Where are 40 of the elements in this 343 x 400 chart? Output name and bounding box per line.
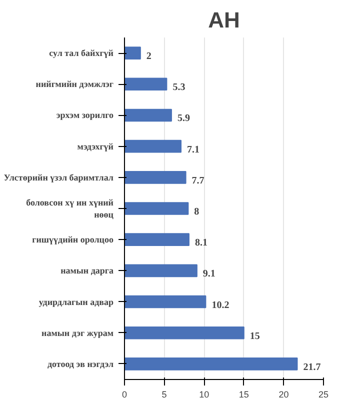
bar — [124, 326, 244, 340]
bar — [124, 46, 141, 60]
data-label: 2 — [146, 51, 152, 62]
chart-title: АН — [208, 8, 240, 32]
y-tick-label: мэдэхгүй — [77, 141, 114, 152]
y-tick-label: сул тал байхгүй — [49, 48, 114, 58]
data-label: 15 — [250, 330, 260, 342]
x-tick-label: 10 — [199, 390, 210, 400]
data-label: 7.1 — [187, 144, 200, 156]
bar — [124, 358, 298, 370]
y-tick-label: эрхэм зорилго — [56, 110, 114, 120]
y-tick-label: дотоод эв нэгдэл — [47, 358, 114, 369]
x-tick-label: 0 — [122, 390, 128, 400]
bar — [124, 264, 198, 278]
bar — [124, 140, 182, 153]
x-tick-label: 5 — [162, 390, 167, 400]
bar — [124, 233, 190, 246]
x-tick-label: 25 — [318, 390, 329, 400]
y-tick-label: Улстөрийн үзэл баримтлал — [4, 172, 114, 182]
data-label: 5.3 — [172, 82, 186, 94]
y-tick-label: боловсон хү ин хүний нөөц — [26, 198, 114, 220]
bar — [124, 78, 168, 91]
y-tick-label: нийгмийн дэмжлэг — [36, 79, 114, 90]
y-tick-label: удирдлагын адвар — [38, 296, 114, 307]
y-tick-label: намын дарга — [60, 266, 114, 276]
y-tick-label: гишүүдийн оролцоо — [32, 234, 114, 245]
bar — [124, 295, 206, 308]
data-label: 8 — [194, 206, 200, 218]
bar — [124, 108, 172, 122]
data-label: 21.7 — [303, 362, 321, 373]
data-label: 5.9 — [177, 113, 190, 124]
bar — [124, 171, 186, 184]
bar — [124, 202, 189, 215]
x-tick-label: 15 — [238, 390, 249, 400]
y-tick-label: намын дэг журам — [42, 328, 114, 338]
data-label: 9.1 — [202, 268, 216, 280]
data-label: 10.2 — [212, 300, 230, 311]
data-label: 7.7 — [192, 175, 204, 186]
x-tick-label: 20 — [278, 390, 289, 400]
data-label: 8.1 — [194, 238, 208, 249]
